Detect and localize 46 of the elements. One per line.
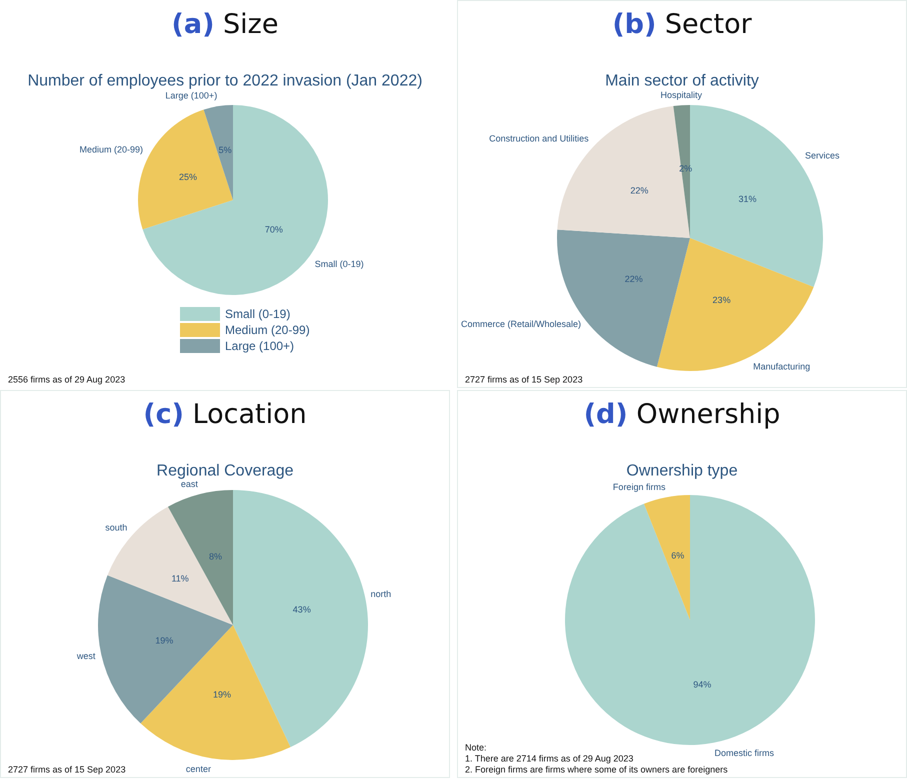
data-label: 19%: [212, 690, 231, 700]
data-label: 19%: [155, 635, 174, 646]
chart-subtitle: Regional Coverage: [156, 462, 294, 480]
slice-label: Construction and Utilities: [489, 133, 590, 144]
data-label: 70%: [264, 224, 283, 235]
chart-title: (b) Sector: [612, 9, 753, 40]
chart-subtitle: Number of employees prior to 2022 invasion (Jan 2022): [28, 72, 422, 90]
data-label: 23%: [712, 294, 731, 305]
text: 2556 firms as of 29 Aug 2023: [8, 374, 126, 384]
data-label: 22%: [624, 274, 643, 284]
slice-label: Commerce (Retail/Wholesale): [460, 319, 582, 330]
text: 1. There are 2714 firms as of 29 Aug 2023: [465, 754, 634, 764]
data-label: 5%: [218, 145, 232, 156]
slice-label: south: [105, 522, 128, 532]
slice-label: Hospitality: [660, 90, 703, 100]
data-label: 25%: [178, 172, 198, 182]
data-label: 43%: [292, 604, 311, 615]
chart-title: (c) Location: [143, 399, 307, 430]
text: 2. Foreign firms are firms where some of its owners are foreigners: [465, 764, 728, 774]
chart-title: (d) Ownership: [584, 399, 780, 430]
slice-label: Manufacturing: [753, 361, 810, 372]
chart-subtitle: Ownership type: [626, 462, 738, 480]
data-label: 11%: [171, 573, 189, 584]
slice-label: Foreign firms: [612, 482, 666, 492]
data-label: 6%: [671, 550, 684, 561]
legend-label: Small (0-19): [225, 307, 290, 321]
slice-label: Services: [804, 150, 840, 160]
slice-label: east: [180, 478, 198, 489]
data-label: 22%: [630, 185, 648, 196]
text: 2727 firms as of 15 Sep 2023: [8, 764, 126, 774]
data-label: 31%: [738, 194, 756, 204]
slice-label: Domestic firms: [714, 748, 775, 758]
slice-label: Small (0-19): [314, 258, 364, 269]
text: Note:: [465, 742, 487, 752]
legend-label: Large (100+): [225, 339, 294, 353]
slice-label: west: [76, 650, 96, 661]
slice-label: center: [186, 764, 211, 774]
legend-label: Medium (20-99): [225, 323, 310, 337]
text: 2727 firms as of 15 Sep 2023: [465, 374, 583, 384]
slice-label: Medium (20-99): [79, 144, 144, 155]
chart-title: (a) Size: [172, 9, 278, 40]
slice-label: north: [370, 589, 392, 600]
data-label: 8%: [208, 552, 222, 562]
chart-subtitle: Main sector of activity: [605, 72, 759, 90]
slice-label: Large (100+): [165, 90, 218, 101]
data-label: 94%: [693, 679, 712, 690]
